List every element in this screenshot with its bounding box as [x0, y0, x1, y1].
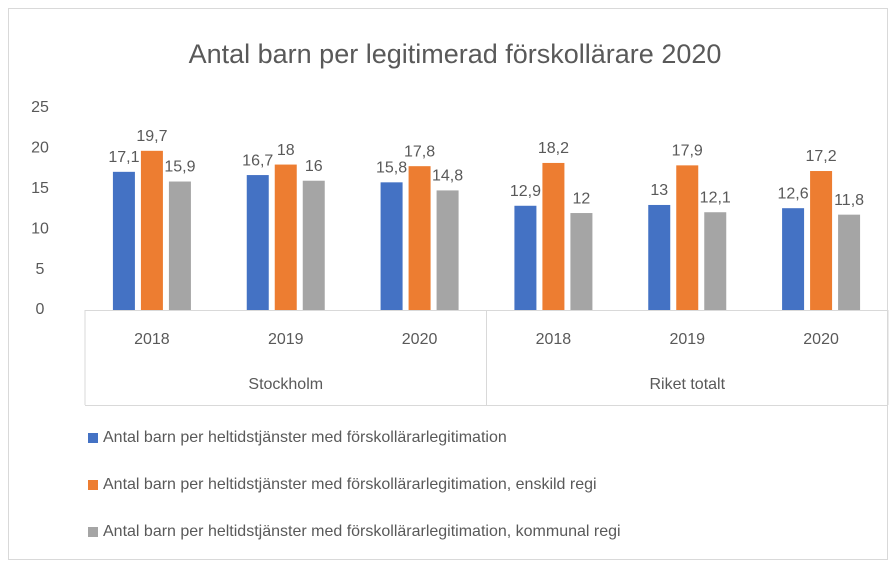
data-label: 16,7	[242, 152, 273, 169]
bar	[542, 162, 565, 310]
bar	[140, 150, 163, 310]
data-label: 17,8	[404, 143, 435, 160]
data-label: 15,9	[164, 159, 195, 176]
data-label: 12	[573, 190, 591, 207]
y-tick-label: 15	[31, 180, 49, 197]
x-tick-label: 2018	[134, 331, 170, 348]
x-tick-label: 2020	[402, 331, 438, 348]
data-label: 17,2	[806, 148, 837, 165]
data-label: 18	[277, 142, 295, 159]
data-label: 12,1	[700, 189, 731, 206]
bar	[380, 182, 403, 310]
bar	[810, 171, 833, 310]
x-tick-label: 2019	[669, 331, 705, 348]
group-label: Riket totalt	[649, 376, 725, 393]
data-label: 12,9	[510, 183, 541, 200]
data-label: 19,7	[136, 128, 167, 145]
legend-swatch	[88, 433, 98, 443]
x-tick-label: 2018	[536, 331, 572, 348]
y-tick-label: 10	[31, 220, 49, 237]
bar	[302, 180, 325, 310]
x-tick-label: 2019	[268, 331, 304, 348]
bar	[704, 212, 727, 310]
x-tick-label: 2020	[803, 331, 839, 348]
data-label: 14,8	[432, 168, 463, 185]
bar	[838, 214, 861, 310]
bar	[648, 204, 671, 310]
legend-label: Antal barn per heltidstjänster med försk…	[103, 523, 621, 540]
data-label: 15,8	[376, 160, 407, 177]
data-label: 17,1	[108, 149, 139, 166]
data-label: 16	[305, 158, 323, 175]
bar	[274, 164, 297, 310]
y-tick-label: 5	[36, 261, 45, 278]
legend-label: Antal barn per heltidstjänster med försk…	[103, 476, 597, 493]
legend-swatch	[88, 480, 98, 490]
legend-swatch	[88, 527, 98, 537]
y-tick-label: 20	[31, 140, 49, 157]
data-label: 13	[650, 182, 668, 199]
bar	[782, 208, 805, 310]
bar	[246, 175, 269, 310]
y-tick-label: 25	[31, 99, 49, 116]
bar	[168, 181, 191, 310]
data-label: 11,8	[834, 192, 864, 209]
data-label: 12,6	[778, 185, 809, 202]
bar	[112, 171, 135, 310]
group-label: Stockholm	[248, 376, 323, 393]
bar	[676, 165, 699, 310]
bar	[570, 213, 593, 310]
data-label: 17,9	[672, 143, 703, 160]
chart-title: Antal barn per legitimerad förskollärare…	[189, 39, 722, 69]
data-label: 18,2	[538, 140, 569, 157]
legend-label: Antal barn per heltidstjänster med försk…	[103, 429, 507, 446]
bar	[408, 166, 431, 310]
bar	[514, 205, 537, 310]
bar	[436, 190, 459, 310]
y-tick-label: 0	[36, 301, 45, 318]
